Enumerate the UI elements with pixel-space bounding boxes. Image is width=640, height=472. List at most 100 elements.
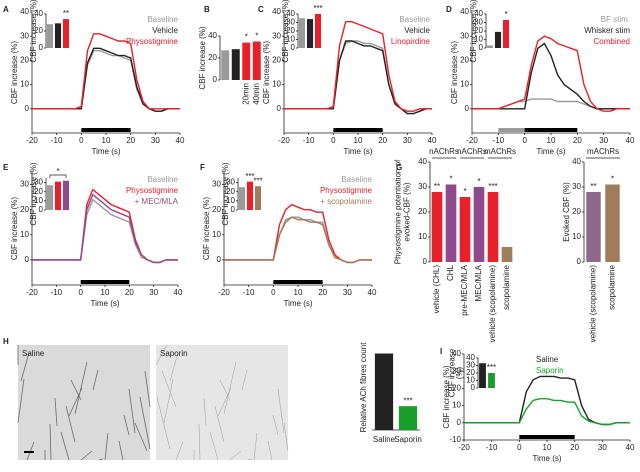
y-axis-label: CBF increase(%) xyxy=(447,348,464,397)
y-tick-label: 30 xyxy=(286,18,295,27)
fibre xyxy=(169,352,179,382)
y-tick-label: 30 xyxy=(572,182,581,191)
bar xyxy=(46,185,54,210)
fibre xyxy=(203,397,207,427)
x-tick-label: -20 xyxy=(26,288,38,297)
fibre xyxy=(134,422,148,452)
bar xyxy=(473,187,485,262)
image-label: Saporin xyxy=(160,349,188,358)
bar xyxy=(62,180,70,210)
x-axis-label: Time (s) xyxy=(91,147,120,156)
series-line xyxy=(224,216,372,264)
category-label: vehicle (scopolamine) xyxy=(589,265,598,343)
bar xyxy=(502,19,510,48)
x-tick-label: 20 xyxy=(318,288,327,297)
y-tick-label: 40 xyxy=(272,7,281,16)
significance: * xyxy=(245,33,248,42)
y-tick-label: -10 xyxy=(449,435,461,444)
x-tick-label: 20 xyxy=(378,136,387,145)
y-tick-label: 30 xyxy=(20,180,29,189)
y-tick-label: 0 xyxy=(39,43,44,52)
series-line xyxy=(32,193,178,264)
y-tick-label: 20 xyxy=(572,207,581,216)
y-tick-label: 10 xyxy=(226,196,235,205)
y-tick-label: 0 xyxy=(231,205,236,214)
fibre xyxy=(175,441,184,461)
y-tick-label: 10 xyxy=(572,232,581,241)
fibre xyxy=(54,397,58,427)
series-line xyxy=(472,98,630,110)
y-tick-label: 10 xyxy=(20,230,29,239)
x-tick-label: 40 xyxy=(626,443,635,452)
micrograph xyxy=(18,345,150,460)
category-label: vehicle (scopolamine) xyxy=(488,265,497,343)
bar xyxy=(459,197,471,262)
fibre xyxy=(98,458,104,461)
bar xyxy=(479,363,486,388)
x-tick-label: -10 xyxy=(486,443,498,452)
x-axis-label: Time (s) xyxy=(90,299,119,308)
x-tick-label: 30 xyxy=(599,136,608,145)
x-tick-label: 0 xyxy=(79,136,84,145)
y-tick-label: 0 xyxy=(479,43,484,52)
y-tick-label: 10 xyxy=(460,80,469,89)
series-line xyxy=(284,21,432,112)
legend-label: Linopirdine xyxy=(391,37,431,46)
fibre xyxy=(277,388,285,434)
bar xyxy=(298,18,306,48)
significance: *** xyxy=(313,4,322,13)
significance: *** xyxy=(403,396,412,405)
y-tick-label: 40 xyxy=(460,7,469,16)
significance: * xyxy=(477,177,480,186)
y-tick-label: 0 xyxy=(213,75,218,84)
y-tick-label: 0 xyxy=(25,104,30,113)
bar xyxy=(54,23,62,48)
bar xyxy=(221,50,230,80)
fibre xyxy=(223,361,237,415)
fibre xyxy=(49,423,52,461)
y-tick-label: 20 xyxy=(452,384,461,393)
fibre xyxy=(247,458,253,461)
y-tick-label: 20 xyxy=(34,187,43,196)
x-tick-label: -20 xyxy=(466,136,478,145)
bar xyxy=(314,14,322,48)
fibre xyxy=(123,414,130,436)
y-tick-label: 30 xyxy=(452,366,461,375)
x-tick-label: 10 xyxy=(102,136,111,145)
y-tick-label: 30 xyxy=(466,361,475,370)
x-tick-label: 40 xyxy=(176,136,185,145)
fibre xyxy=(163,378,174,424)
x-tick-label: 40 xyxy=(368,288,377,297)
legend-label: Saporin xyxy=(536,366,564,375)
bar xyxy=(238,187,246,210)
fibre xyxy=(161,370,177,408)
bar xyxy=(487,192,499,262)
bar xyxy=(306,19,314,48)
fibre xyxy=(198,423,201,461)
bar xyxy=(242,42,251,80)
fibre xyxy=(219,379,231,401)
y-tick-label: 10 xyxy=(452,401,461,410)
significance: *** xyxy=(253,176,262,185)
significance: ** xyxy=(63,9,69,18)
legend-label: Vehicle xyxy=(404,26,430,35)
y-tick-label: 40 xyxy=(572,157,581,166)
series-line xyxy=(224,203,372,264)
x-tick-label: -20 xyxy=(218,288,230,297)
y-tick-label: 30 xyxy=(460,31,469,40)
y-tick-label: 20 xyxy=(212,205,221,214)
x-tick-label: -20 xyxy=(278,136,290,145)
y-tick-label: 0 xyxy=(277,104,282,113)
category-label: vehicle (CHL) xyxy=(432,265,441,314)
significance: *** xyxy=(488,182,497,191)
x-tick-label: 20 xyxy=(125,288,134,297)
y-tick-label: 30 xyxy=(418,182,427,191)
x-tick-label: -20 xyxy=(26,136,38,145)
legend-label: Combined xyxy=(594,37,630,46)
y-tick-label: 20 xyxy=(418,207,427,216)
bar xyxy=(46,24,54,48)
significance: * xyxy=(255,32,258,41)
x-tick-label: 0 xyxy=(522,136,527,145)
y-tick-label: 20 xyxy=(460,56,469,65)
legend-label: + MEC/MLA xyxy=(135,197,179,206)
